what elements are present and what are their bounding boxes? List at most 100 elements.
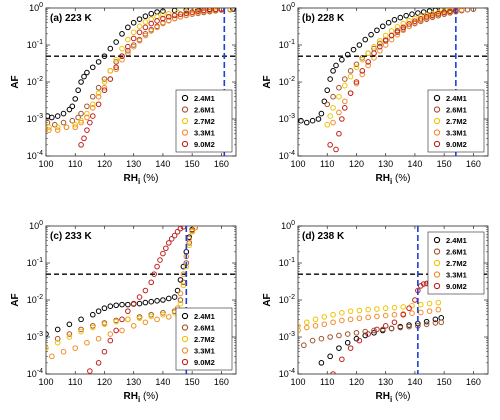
- data-point-3.3M1: [113, 66, 119, 73]
- data-point-9.0M2: [441, 9, 447, 16]
- legend-marker: [433, 248, 441, 255]
- data-point-3.3M1: [183, 12, 190, 18]
- data-point-2.4M1: [321, 98, 328, 105]
- data-point-2.4M1: [54, 326, 61, 333]
- data-point-9.0M2: [339, 356, 345, 363]
- data-point-2.7M2: [78, 328, 84, 335]
- data-point-2.4M1: [368, 31, 374, 38]
- legend-label: 2.6M1: [194, 323, 215, 332]
- panel-1: 100 110 120 130 140 150 160 10-4 10-3 10-2 10-1 100…: [10, 2, 237, 186]
- data-point-2.7M2: [89, 324, 96, 331]
- x-tick-label: 130: [126, 377, 141, 387]
- data-point-9.0M2: [163, 245, 169, 252]
- legend: 2.4M1 2.6M1 2.7M2 3.3M1 9.0M2: [175, 89, 233, 153]
- data-point-2.4M1: [318, 110, 325, 117]
- data-point-2.4M1: [78, 79, 84, 85]
- y-tick-label: 10-1: [279, 39, 295, 50]
- data-point-2.4M1: [89, 64, 96, 71]
- legend-label: 3.3M1: [194, 128, 215, 137]
- data-point-9.0M2: [435, 10, 442, 17]
- legend-label: 9.0M2: [446, 282, 467, 291]
- data-point-2.7M2: [324, 121, 331, 128]
- data-point-2.6M1: [148, 311, 155, 318]
- data-point-2.6M1: [432, 320, 439, 326]
- legend-marker: [433, 129, 441, 136]
- data-point-2.6M1: [347, 68, 354, 74]
- data-point-9.0M2: [347, 90, 354, 96]
- x-tick-label: 100: [290, 159, 305, 169]
- data-point-2.7M2: [119, 45, 125, 52]
- data-point-9.0M2: [107, 337, 114, 344]
- data-point-9.0M2: [336, 130, 342, 137]
- data-point-2.4M1: [107, 45, 114, 52]
- data-point-2.4M1: [318, 360, 325, 366]
- data-point-2.7M2: [148, 313, 155, 320]
- data-point-9.0M2: [87, 119, 93, 126]
- data-point-2.6M1: [125, 47, 131, 54]
- x-tick-label: 120: [349, 377, 364, 387]
- data-point-3.3M1: [365, 314, 371, 321]
- data-point-2.4M1: [403, 12, 409, 19]
- data-point-9.0M2: [400, 24, 407, 31]
- data-point-2.7M2: [435, 299, 442, 306]
- data-point-3.3M1: [142, 319, 149, 326]
- data-point-2.7M2: [113, 318, 119, 325]
- data-point-2.7M2: [54, 339, 61, 346]
- x-tick-label: 100: [38, 159, 53, 169]
- y-axis-label: AF: [262, 293, 273, 306]
- data-point-2.7M2: [72, 121, 79, 128]
- x-tick-label: 150: [185, 159, 200, 169]
- y-tick-label: 10-2: [27, 76, 43, 87]
- x-axis-label: RHi (%): [375, 173, 410, 186]
- data-point-3.3M1: [84, 114, 90, 121]
- x-tick-label: 140: [155, 377, 170, 387]
- data-point-3.3M1: [227, 8, 233, 13]
- data-point-3.3M1: [177, 290, 184, 297]
- data-point-9.0M2: [391, 319, 398, 326]
- data-point-9.0M2: [420, 281, 427, 287]
- panel-4: 100 110 120 130 140 150 160 10-4 10-3 10-2 10-1 100…: [262, 220, 489, 404]
- data-point-3.3M1: [54, 127, 61, 133]
- legend-label: 2.7M2: [446, 117, 467, 126]
- data-point-2.7M2: [66, 334, 73, 340]
- data-point-2.7M2: [377, 37, 383, 44]
- y-tick-label: 10-4: [279, 368, 295, 379]
- data-point-3.3M1: [95, 335, 102, 342]
- data-point-9.0M2: [400, 311, 407, 318]
- legend-marker: [433, 117, 441, 125]
- panel-title: (d) 238 K: [302, 231, 345, 242]
- legend: 2.4M1 2.6M1 2.7M2 3.3M1 9.0M2: [427, 89, 485, 153]
- data-point-9.0M2: [101, 348, 108, 355]
- y-axis-label: AF: [10, 293, 21, 306]
- panel-3: 100 110 120 130 140 150 160 10-4 10-3 10-2 10-1 100…: [10, 220, 237, 404]
- data-point-9.0M2: [447, 8, 453, 14]
- data-point-2.7M2: [353, 64, 360, 71]
- data-point-2.7M2: [371, 43, 377, 50]
- y-axis-label: AF: [10, 75, 21, 88]
- data-point-2.6M1: [423, 321, 430, 328]
- y-tick-label: 10-2: [279, 294, 295, 305]
- data-point-2.4M1: [324, 87, 331, 94]
- data-point-2.4M1: [72, 96, 79, 102]
- data-point-2.7M2: [46, 345, 49, 351]
- data-point-9.0M2: [206, 8, 213, 13]
- data-point-3.3M1: [394, 31, 401, 38]
- x-tick-label: 140: [407, 159, 422, 169]
- data-point-2.4M1: [379, 23, 386, 30]
- y-tick-label: 10-3: [279, 113, 295, 124]
- data-point-9.0M2: [154, 263, 160, 270]
- data-point-9.0M2: [81, 135, 87, 142]
- data-point-2.4M1: [119, 31, 125, 37]
- data-point-9.0M2: [95, 360, 102, 366]
- legend-marker: [181, 117, 189, 125]
- data-point-9.0M2: [333, 146, 339, 153]
- data-point-2.4M1: [148, 10, 155, 17]
- data-point-2.6M1: [318, 335, 325, 342]
- legend-marker: [433, 259, 441, 267]
- data-point-3.3M1: [435, 306, 442, 313]
- data-point-2.6M1: [69, 117, 76, 124]
- data-point-9.0M2: [423, 13, 430, 20]
- data-point-2.4M1: [362, 332, 369, 339]
- legend-marker: [181, 335, 189, 343]
- data-point-2.4M1: [327, 76, 333, 82]
